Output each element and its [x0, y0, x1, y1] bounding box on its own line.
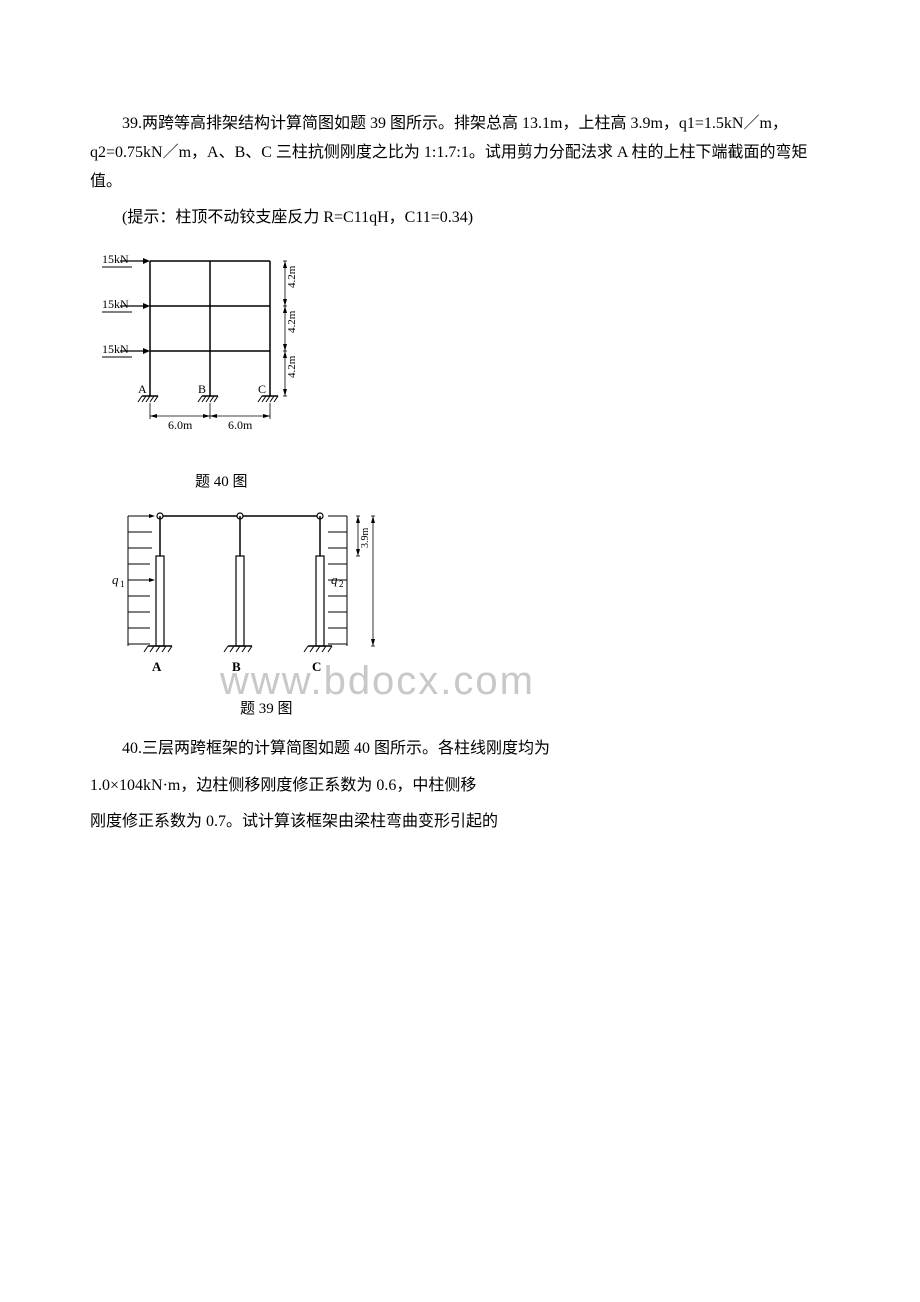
svg-text:13.1m: 13.1m [379, 567, 380, 593]
svg-text:2: 2 [339, 579, 344, 589]
svg-text:6.0m: 6.0m [228, 418, 253, 432]
question-39-hint: (提示：柱顶不动铰支座反力 R=C11qH，C11=0.34) [90, 204, 830, 233]
svg-text:15kN: 15kN [102, 252, 129, 266]
svg-text:15kN: 15kN [102, 297, 129, 311]
svg-text:4.2m: 4.2m [286, 355, 298, 378]
svg-text:3.9m: 3.9m [360, 527, 371, 548]
figure-40-caption: 题 40 图 [90, 469, 830, 496]
question-40-line3: 刚度修正系数为 0.7。试计算该框架由梁柱弯曲变形引起的 [90, 808, 830, 837]
question-39-text: 39.两跨等高排架结构计算简图如题 39 图所示。排架总高 13.1m，上柱高 … [90, 110, 830, 196]
svg-text:q: q [331, 572, 338, 587]
svg-text:15kN: 15kN [102, 342, 129, 356]
svg-text:B: B [232, 659, 241, 674]
figure-39-diagram: q 1 q 2 3.9m 13. [90, 496, 830, 692]
svg-text:A: A [138, 382, 147, 396]
figure-39-caption: 题 39 图 [90, 696, 830, 723]
svg-text:q: q [112, 572, 119, 587]
svg-text:4.2m: 4.2m [286, 310, 298, 333]
svg-text:C: C [258, 382, 266, 396]
svg-text:B: B [198, 382, 206, 396]
svg-text:4.2m: 4.2m [286, 265, 298, 288]
figure-40-diagram: 15kN 15kN 15kN A B C [90, 241, 830, 447]
question-40-line1: 40.三层两跨框架的计算简图如题 40 图所示。各柱线刚度均为 [90, 735, 830, 764]
svg-text:A: A [152, 659, 162, 674]
question-40-line2: 1.0×104kN·m，边柱侧移刚度修正系数为 0.6，中柱侧移 [90, 772, 830, 801]
svg-text:6.0m: 6.0m [168, 418, 193, 432]
svg-text:1: 1 [120, 579, 125, 589]
svg-text:C: C [312, 659, 321, 674]
